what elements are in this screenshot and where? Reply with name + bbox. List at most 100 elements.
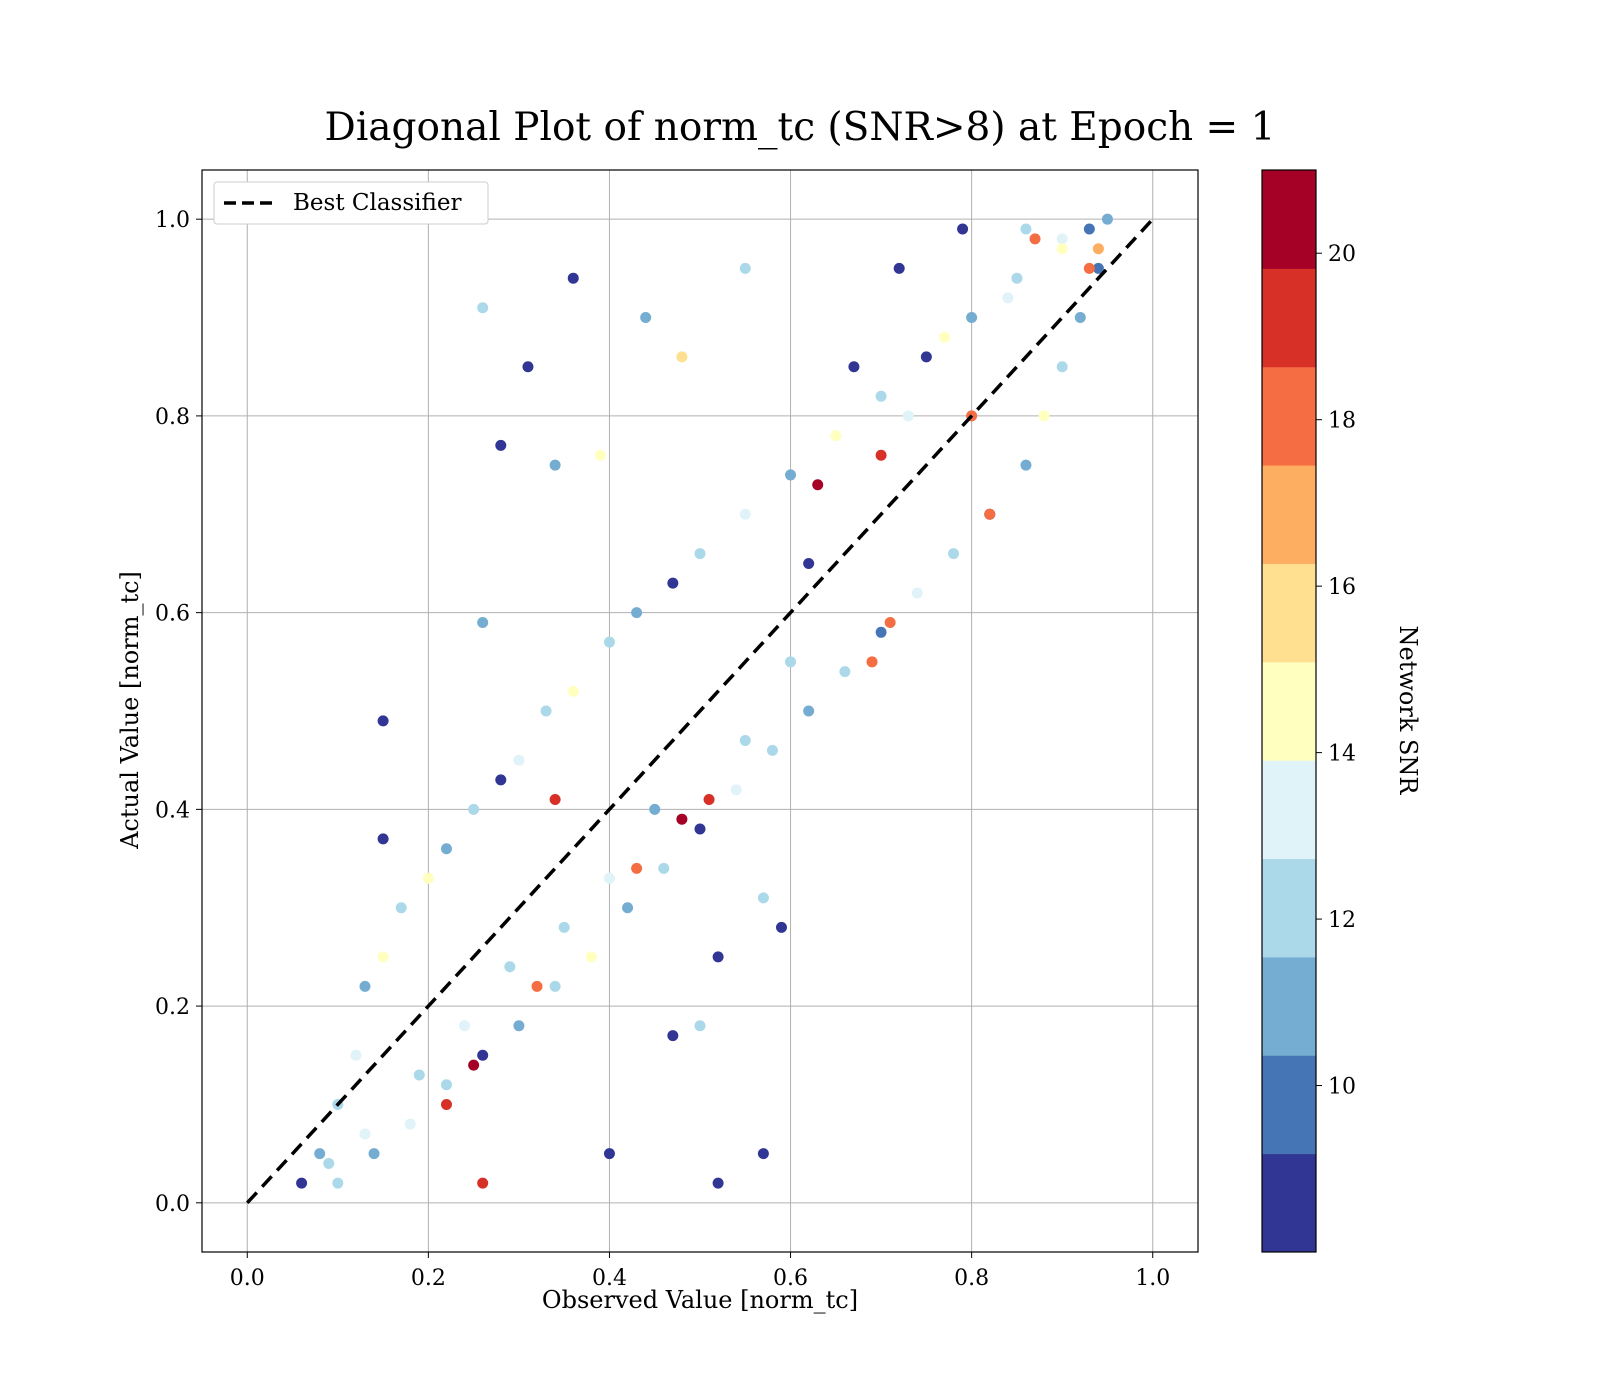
scatter-point — [803, 557, 815, 569]
scatter-point — [785, 469, 797, 481]
scatter-point — [1011, 272, 1023, 284]
scatter-point — [495, 774, 507, 786]
y-tick-label: 1.0 — [155, 208, 190, 233]
scatter-point — [395, 902, 407, 914]
scatter-point — [504, 961, 516, 973]
scatter-point — [640, 312, 652, 324]
scatter-point — [631, 862, 643, 874]
scatter-point — [875, 626, 887, 638]
scatter-point — [830, 430, 842, 442]
scatter-point — [531, 980, 543, 992]
colorbar-bin — [1262, 1055, 1316, 1155]
scatter-point — [1083, 262, 1095, 274]
scatter-point — [757, 1148, 769, 1160]
colorbar-tick-label: 12 — [1328, 908, 1356, 933]
scatter-point — [513, 754, 525, 766]
scatter-point — [938, 331, 950, 343]
scatter-point — [1056, 243, 1068, 255]
scatter-point — [477, 616, 489, 628]
scatter-point — [739, 262, 751, 274]
x-tick-label: 0.2 — [411, 1266, 446, 1291]
colorbar-bin — [1262, 465, 1316, 564]
scatter-point — [812, 479, 824, 491]
scatter-point — [603, 1148, 615, 1160]
scatter-point — [739, 735, 751, 747]
scatter-point — [785, 656, 797, 668]
x-tick-label: 1.0 — [1135, 1266, 1170, 1291]
scatter-point — [549, 459, 561, 471]
plot-frame — [201, 169, 1199, 1253]
scatter-point — [558, 921, 570, 933]
scatter-point — [948, 548, 960, 560]
scatter-point — [603, 636, 615, 648]
chart-title: Diagonal Plot of norm_tc (SNR>8) at Epoc… — [325, 105, 1276, 150]
scatter-point — [1092, 262, 1104, 274]
legend-box — [213, 181, 489, 225]
legend-label: Best Classifier — [293, 190, 461, 216]
colorbar: 10 12 14 16 18 20 — [1261, 169, 1356, 1253]
scatter-point — [658, 862, 670, 874]
scatter-point — [1056, 233, 1068, 245]
scatter-point — [377, 715, 389, 727]
x-tick-label: 0.4 — [592, 1266, 627, 1291]
scatter-point — [649, 803, 661, 815]
scatter-point — [712, 951, 724, 963]
scatter-point — [549, 980, 561, 992]
scatter-point — [323, 1157, 335, 1169]
scatter-point — [1020, 223, 1032, 235]
scatter-point — [730, 784, 742, 796]
x-axis-label: Observed Value [norm_tc] — [542, 1286, 858, 1314]
scatter-point — [848, 361, 860, 373]
scatter-point — [667, 577, 679, 589]
plot-area: 0.0 0.2 0.4 0.6 0.8 1.0 0.0 0.2 0.4 0.6 0.8 1.0 — [155, 169, 1199, 1291]
scatter-point — [694, 548, 706, 560]
scatter-point — [332, 1177, 344, 1189]
colorbar-bin — [1262, 268, 1316, 368]
scatter-point — [359, 1128, 371, 1140]
scatter-point — [966, 312, 978, 324]
scatter-point — [911, 587, 923, 599]
scatter-point — [875, 449, 887, 461]
scatter-point — [839, 666, 851, 678]
scatter-point — [296, 1177, 308, 1189]
colorbar-bin — [1262, 170, 1316, 269]
scatter-point — [984, 508, 996, 520]
scatter-point — [585, 951, 597, 963]
scatter-point — [803, 705, 815, 717]
scatter-point — [359, 980, 371, 992]
colorbar-tick-label: 18 — [1328, 409, 1356, 434]
y-tick-label: 0.8 — [155, 405, 190, 430]
colorbar-tick-label: 20 — [1328, 242, 1356, 267]
colorbar-tick-label: 10 — [1328, 1075, 1356, 1100]
scatter-point — [495, 439, 507, 451]
scatter-point — [350, 1049, 362, 1061]
colorbar-tick-label: 16 — [1328, 575, 1356, 600]
scatter-point — [603, 872, 615, 884]
x-tick-label: 0.6 — [773, 1266, 808, 1291]
colorbar-bin — [1262, 563, 1316, 663]
scatter-point — [477, 1177, 489, 1189]
y-tick-label: 0.4 — [155, 798, 190, 823]
colorbar-bin — [1262, 956, 1316, 1056]
scatter-point — [477, 302, 489, 314]
scatter-point — [957, 223, 969, 235]
scatter-point — [567, 685, 579, 697]
scatter-point — [766, 744, 778, 756]
scatter-point — [440, 1079, 452, 1091]
scatter-point — [884, 616, 896, 628]
colorbar-tick-label: 14 — [1328, 742, 1356, 767]
scatter-point — [1056, 361, 1068, 373]
scatter-point — [1074, 312, 1086, 324]
scatter-point — [902, 410, 914, 422]
best-classifier-line — [245, 217, 1155, 1205]
scatter-point — [676, 351, 688, 363]
scatter-point — [775, 921, 787, 933]
scatter-point — [377, 833, 389, 845]
colorbar-bin — [1262, 760, 1316, 860]
scatter-point — [540, 705, 552, 717]
scatter-point — [631, 607, 643, 619]
y-tick-label: 0.6 — [155, 602, 190, 627]
scatter-point — [622, 902, 634, 914]
scatter-point — [477, 1049, 489, 1061]
colorbar-bin — [1262, 661, 1316, 761]
